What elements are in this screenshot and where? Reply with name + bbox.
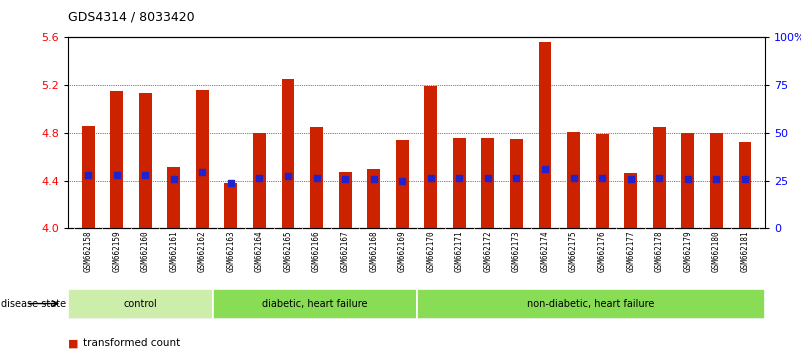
Bar [82,126,95,228]
Bar [339,172,352,228]
Point [339,177,352,182]
Text: transformed count: transformed count [83,338,179,348]
Text: GSM662171: GSM662171 [455,230,464,272]
Text: GSM662169: GSM662169 [398,230,407,272]
Bar [710,133,723,228]
Point [111,172,123,177]
Text: GSM662174: GSM662174 [541,230,549,272]
Text: GSM662162: GSM662162 [198,230,207,272]
Bar [139,93,151,228]
Bar [567,132,580,228]
Bar [682,133,694,228]
Point [739,177,751,182]
Text: GSM662159: GSM662159 [112,230,121,272]
Bar [253,133,266,228]
Point [253,175,266,181]
Text: GSM662175: GSM662175 [569,230,578,272]
Bar [510,139,523,228]
Point [682,177,694,182]
Bar [538,42,551,228]
Point [653,175,666,181]
Point [510,175,523,181]
Point [425,175,437,181]
Text: disease state: disease state [1,298,66,309]
Point [139,172,151,177]
Text: GSM662158: GSM662158 [83,230,93,272]
Bar [739,142,751,228]
Point [196,169,209,175]
Text: GSM662164: GSM662164 [255,230,264,272]
Text: GSM662167: GSM662167 [340,230,349,272]
Text: GSM662165: GSM662165 [284,230,292,272]
Text: GSM662181: GSM662181 [740,230,750,272]
Point [82,172,95,177]
Bar [111,91,123,228]
Point [282,173,295,178]
Point [596,175,609,181]
Bar [453,138,466,228]
Text: GSM662177: GSM662177 [626,230,635,272]
Bar [224,183,237,228]
Point [538,166,551,171]
Point [624,177,637,182]
Point [167,177,180,182]
Text: GSM662178: GSM662178 [654,230,664,272]
Bar [282,79,295,228]
Text: diabetic, heart failure: diabetic, heart failure [262,298,368,309]
Text: GSM662166: GSM662166 [312,230,321,272]
Bar [481,138,494,228]
Text: GSM662170: GSM662170 [426,230,435,272]
Text: GSM662180: GSM662180 [712,230,721,272]
Text: control: control [124,298,158,309]
Text: GSM662168: GSM662168 [369,230,378,272]
Bar [425,86,437,228]
Bar [596,134,609,228]
Bar [417,289,765,319]
Text: GSM662163: GSM662163 [227,230,235,272]
Bar [396,140,409,228]
Bar [167,167,180,228]
Text: non-diabetic, heart failure: non-diabetic, heart failure [527,298,654,309]
Point [453,175,465,181]
Bar [653,127,666,228]
Point [710,177,723,182]
Point [481,175,494,181]
Bar [624,173,637,228]
Text: ■: ■ [68,338,78,348]
Point [396,178,409,183]
Bar [310,127,323,228]
Bar [68,289,213,319]
Point [368,177,380,182]
Bar [196,90,209,228]
Text: GSM662161: GSM662161 [169,230,179,272]
Text: GSM662176: GSM662176 [598,230,606,272]
Point [310,175,323,181]
Text: GSM662172: GSM662172 [484,230,493,272]
Text: GSM662160: GSM662160 [141,230,150,272]
Text: GSM662173: GSM662173 [512,230,521,272]
Bar [213,289,417,319]
Point [224,180,237,186]
Point [567,175,580,181]
Text: GDS4314 / 8033420: GDS4314 / 8033420 [68,11,195,24]
Bar [367,169,380,228]
Text: GSM662179: GSM662179 [683,230,692,272]
